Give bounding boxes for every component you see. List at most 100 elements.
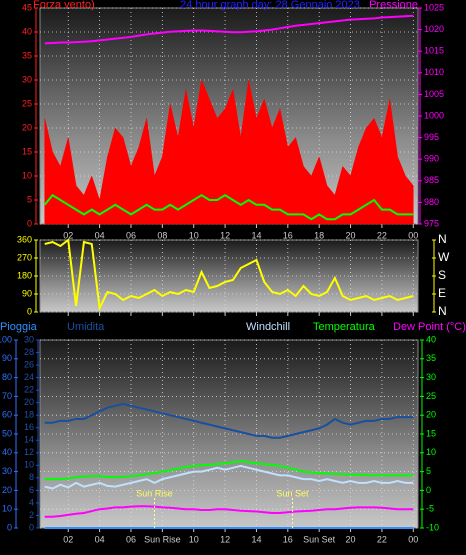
y-tick-label: 20 [22, 122, 32, 132]
y-tick-label: 30 [22, 74, 32, 84]
y-tick-label: 25 [426, 391, 436, 401]
annotation: Sun Rise [136, 488, 173, 498]
x-tick-label: 14 [251, 230, 261, 240]
annotation: Sun Set [277, 488, 310, 498]
y-tick-label: 15 [22, 146, 32, 156]
y-tick-label: 60 [2, 410, 12, 420]
y-tick-label: 18 [24, 410, 34, 420]
y-tick-label: 360 [17, 234, 32, 244]
y-tick-label: 2 [29, 510, 34, 520]
series-line [43, 193, 414, 221]
legend-entry: Temperatura [313, 321, 376, 333]
y-tick-label: 5 [426, 466, 431, 476]
y-tick-label: 1020 [424, 24, 444, 34]
y-tick-label: 0 [29, 522, 34, 532]
x-tick-label: 18 [314, 230, 324, 240]
y-tick-label: 50 [2, 428, 12, 438]
y-tick-label: 180 [17, 270, 32, 280]
x-tick-label: 20 [346, 230, 356, 240]
legend-entry: Pioggia [0, 321, 38, 333]
y-tick-label: -5 [426, 504, 434, 514]
y-tick-label: 14 [24, 435, 34, 445]
y-tick-label: 20 [2, 485, 12, 495]
y-tick-label: 270 [17, 252, 32, 262]
y-tick-label: 35 [22, 50, 32, 60]
y-tick-label: 30 [2, 466, 12, 476]
y-tick-label: 35 [426, 353, 436, 363]
plot-background [39, 339, 419, 529]
y-tick-label: 22 [24, 385, 34, 395]
y-tick-label: 1000 [424, 110, 444, 120]
x-tick-label: Sun Set [303, 534, 336, 544]
y-tick-label: 10 [22, 170, 32, 180]
y-tick-label: 6 [29, 485, 34, 495]
y-tick-label: 100 [0, 334, 12, 344]
y-tick-label: 980 [424, 197, 439, 207]
y-tick-label: 16 [24, 422, 34, 432]
y-tick-label: 30 [426, 372, 436, 382]
y-tick-label: 0 [426, 485, 431, 495]
y-tick-label: 30 [24, 334, 34, 344]
y-tick-label: 1015 [424, 46, 444, 56]
y-tick-label: W [438, 250, 450, 264]
x-tick-label: 10 [189, 534, 199, 544]
y-tick-label: 995 [424, 132, 439, 142]
y-tick-label: 90 [2, 353, 12, 363]
y-tick-label: 28 [24, 347, 34, 357]
y-tick-label: 40 [22, 26, 32, 36]
y-tick-label: 1025 [424, 2, 444, 12]
series-line [44, 238, 414, 312]
y-tick-label: 1010 [424, 67, 444, 77]
x-tick-label: Sun Rise [144, 534, 181, 544]
x-tick-label: 20 [346, 534, 356, 544]
x-tick-label: 02 [63, 534, 73, 544]
series-line [44, 402, 414, 439]
y-tick-label: 5 [27, 194, 32, 204]
x-tick-label: 16 [283, 230, 293, 240]
legend-entry: Umidita [67, 321, 105, 333]
x-tick-label: 12 [220, 534, 230, 544]
y-tick-label: 24 [24, 372, 34, 382]
series-line [44, 460, 414, 481]
x-tick-label: 22 [377, 534, 387, 544]
y-tick-label: 20 [426, 410, 436, 420]
y-tick-label: 15 [426, 428, 436, 438]
y-tick-label: N [438, 232, 447, 246]
y-tick-label: 70 [2, 391, 12, 401]
legend-entry: Windchill [246, 321, 290, 333]
y-tick-label: -10 [426, 522, 439, 532]
y-tick-label: 10 [2, 504, 12, 514]
axis-title: Pressione [369, 0, 418, 11]
y-tick-label: 25 [22, 98, 32, 108]
y-tick-label: 10 [24, 460, 34, 470]
x-tick-label: 06 [126, 230, 136, 240]
x-tick-label: 02 [63, 230, 73, 240]
x-tick-label: 14 [251, 534, 261, 544]
y-tick-label: 40 [426, 334, 436, 344]
y-tick-label: 0 [27, 218, 32, 228]
y-tick-label: 4 [29, 497, 34, 507]
x-tick-label: 04 [95, 534, 105, 544]
y-tick-label: E [438, 286, 446, 300]
y-tick-label: 8 [29, 472, 34, 482]
y-tick-label: 20 [24, 397, 34, 407]
x-tick-label: 10 [189, 230, 199, 240]
y-tick-label: 90 [22, 288, 32, 298]
y-tick-label: 10 [426, 447, 436, 457]
series-line [44, 464, 414, 490]
axis-title: Forza vento) [33, 0, 95, 11]
y-tick-label: 40 [2, 447, 12, 457]
y-tick-label: 0 [27, 306, 32, 316]
y-tick-label: 12 [24, 447, 34, 457]
x-tick-label: 16 [283, 534, 293, 544]
y-tick-label: S [438, 268, 446, 282]
y-tick-label: 985 [424, 175, 439, 185]
x-tick-label: 22 [377, 230, 387, 240]
y-tick-label: N [438, 304, 447, 318]
y-tick-label: 80 [2, 372, 12, 382]
series-line [44, 14, 414, 45]
x-tick-label: 00 [408, 534, 418, 544]
y-tick-label: 990 [424, 154, 439, 164]
series-area [44, 79, 414, 225]
